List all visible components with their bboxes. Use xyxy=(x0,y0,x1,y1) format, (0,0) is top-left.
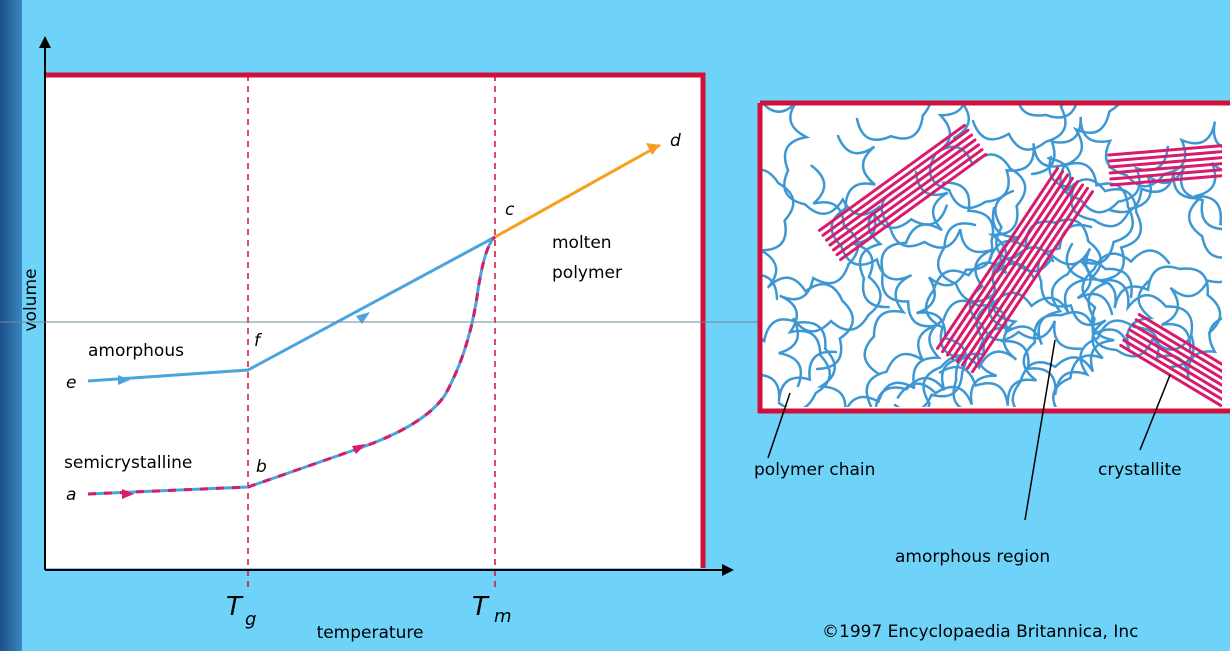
crystallite-label: crystallite xyxy=(1098,460,1182,480)
tm-subscript: m xyxy=(494,606,512,627)
polymer-chain xyxy=(869,0,1071,102)
side-stripe xyxy=(0,0,22,651)
point-label: a xyxy=(66,485,76,505)
point-label: e xyxy=(66,373,76,393)
point-label: d xyxy=(670,131,681,151)
credit: ©1997 Encyclopaedia Britannica, Inc xyxy=(822,622,1139,642)
x-axis-label: temperature xyxy=(317,623,424,643)
figure: volume temperature T g T m amorphous sem… xyxy=(0,0,1230,651)
structure-area xyxy=(760,103,1230,411)
polymer-chain-label: polymer chain xyxy=(754,460,875,480)
amorphous-region-label: amorphous region xyxy=(895,547,1050,567)
molten-label: polymer xyxy=(552,263,622,283)
page: volume temperature T g T m amorphous sem… xyxy=(0,0,1230,651)
semicrystalline-label: semicrystalline xyxy=(64,453,192,473)
tg-subscript: g xyxy=(245,609,256,630)
molten-label: molten xyxy=(552,233,612,253)
amorphous-label: amorphous xyxy=(88,341,184,361)
point-label: b xyxy=(256,457,267,477)
tm-label: T xyxy=(472,592,490,622)
point-label: c xyxy=(505,200,515,220)
tg-label: T xyxy=(226,592,244,622)
